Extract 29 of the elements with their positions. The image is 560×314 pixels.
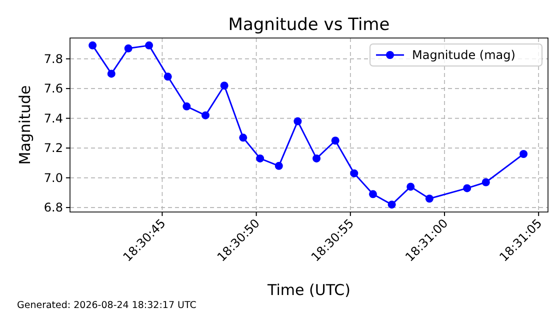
- point: [164, 72, 172, 81]
- point: [201, 111, 210, 120]
- y-tick-label: 7.2: [44, 141, 63, 156]
- point: [312, 154, 321, 162]
- point: [406, 182, 415, 191]
- point: [220, 82, 228, 90]
- point: [107, 70, 116, 78]
- point: [239, 134, 248, 142]
- text: Generated: 2026-08-24 18:32:17 UTC: [17, 300, 197, 311]
- y-axis-title: Magnitude: [16, 85, 34, 165]
- point: [294, 117, 302, 126]
- y-tick-label: 7.8: [44, 52, 63, 66]
- y-tick-label: 7.0: [44, 170, 63, 185]
- point: [331, 136, 340, 145]
- point: [182, 102, 191, 110]
- y-tick-label: 7.4: [44, 111, 63, 126]
- point: [368, 190, 377, 198]
- y-tick-label: 6.8: [44, 200, 63, 215]
- y-tick-label: 7.6: [44, 82, 63, 96]
- point: [388, 200, 396, 209]
- legend-label: Magnitude (mag): [412, 48, 516, 62]
- point: [256, 154, 264, 162]
- point: [88, 41, 97, 50]
- point: [145, 41, 154, 50]
- chart-title: Magnitude vs Time: [228, 15, 390, 35]
- point: [425, 194, 434, 203]
- x-axis-title: Time (UTC): [266, 281, 350, 299]
- point: [350, 169, 358, 178]
- point: [274, 162, 283, 170]
